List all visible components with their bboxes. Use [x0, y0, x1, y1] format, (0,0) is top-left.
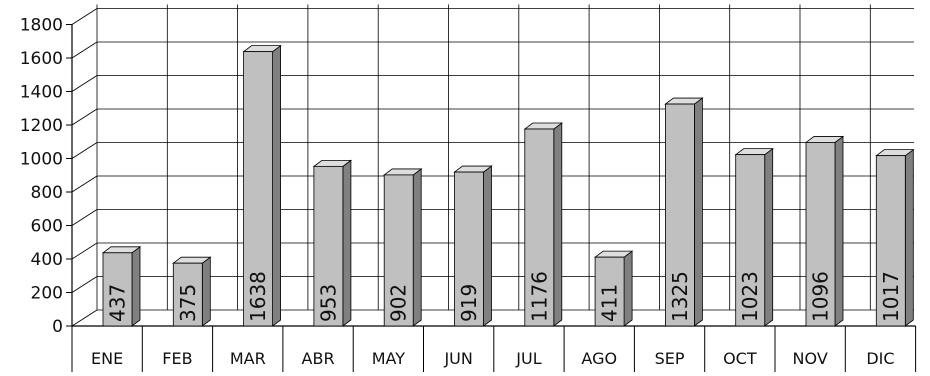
data-label: 1176: [527, 271, 551, 322]
bar-side: [272, 44, 282, 327]
y-tick-label: 1000: [20, 150, 63, 170]
chart-grid: [71, 4, 914, 327]
x-tick-label: ENE: [91, 349, 123, 368]
bar-side: [342, 159, 352, 327]
y-gridline-depth: [71, 309, 98, 327]
x-tick-label: NOV: [793, 349, 828, 368]
y-tick-label: 1200: [20, 116, 63, 136]
bar-side: [131, 246, 141, 327]
x-axis-tick-labels: ENE FEB MAR ABR MAY JUN JUL AGO SEP OCT NOV DIC: [91, 349, 895, 368]
y-axis-tick-labels: 0 200 400 600 800 1000 1200 1400 1600 1800: [20, 16, 63, 338]
x-tick-label: MAY: [372, 349, 406, 368]
bar-front: [594, 256, 625, 327]
bar-ene: 437: [101, 246, 142, 327]
y-tick-label: 800: [31, 183, 63, 203]
x-tick-label: DIC: [866, 349, 894, 368]
x-tick-label: JUL: [515, 349, 541, 368]
bar-front: [313, 165, 344, 327]
bar-front: [735, 154, 766, 327]
y-gridline-depth: [71, 242, 98, 260]
data-label: 375: [176, 284, 200, 322]
x-tick-label: SEP: [655, 349, 685, 368]
y-tick-label: 400: [31, 250, 63, 270]
bar-feb: 375: [172, 256, 212, 327]
x-tick-label: AGO: [581, 349, 617, 368]
chart-axes: [66, 24, 917, 372]
bar-side: [201, 256, 211, 327]
y-gridline-depth: [71, 108, 98, 126]
data-label: 1096: [809, 271, 833, 322]
y-gridline-depth: [71, 142, 98, 159]
bar-front: [875, 155, 906, 327]
data-label: 1638: [246, 271, 270, 322]
y-gridline-depth: [71, 75, 98, 92]
x-tick-label: ABR: [302, 349, 335, 368]
y-tick-label: 0: [52, 317, 63, 337]
bar-abr: 953: [312, 159, 353, 327]
x-tick-label: MAR: [230, 349, 266, 368]
data-label: 1023: [738, 271, 762, 322]
data-label: 953: [316, 284, 340, 322]
x-tick-label: FEB: [162, 349, 192, 368]
bar-oct: 1023: [734, 147, 774, 327]
bar-front: [102, 252, 133, 327]
bar-front: [172, 262, 203, 327]
data-label: 1325: [668, 271, 692, 322]
x-tick-label: OCT: [723, 349, 757, 368]
data-label: 1017: [879, 271, 903, 322]
bar-side: [553, 122, 563, 327]
data-label: 437: [106, 284, 130, 322]
y-gridline-depth: [71, 209, 98, 226]
bar-front: [454, 171, 484, 327]
x-tick-label: JUN: [443, 349, 472, 368]
bar-front: [383, 174, 414, 327]
bar-side: [483, 165, 492, 327]
chart-bars: 437 375 1638 953 902 919 1176 411 1325 1023 1096 10…: [101, 44, 915, 327]
bar-side: [412, 168, 422, 327]
bar-mar: 1638: [242, 44, 282, 327]
y-gridline-depth: [71, 41, 98, 59]
bar-side: [764, 147, 774, 327]
bar-dic: 1017: [875, 148, 915, 327]
data-label: 919: [457, 284, 481, 322]
bar-sep: 1325: [664, 97, 704, 327]
y-gridline-depth: [71, 8, 98, 25]
bar-jul: 1176: [523, 122, 563, 327]
bar-front: [243, 51, 274, 327]
bar-front: [665, 103, 695, 327]
bar-front: [805, 142, 836, 327]
data-label: 411: [598, 284, 622, 322]
y-tick-label: 1400: [20, 83, 63, 103]
y-gridline-depth: [71, 175, 98, 193]
bar-nov: 1096: [804, 135, 845, 327]
y-tick-label: 600: [31, 217, 63, 237]
y-tick-label: 200: [31, 284, 63, 304]
bar-jun: 919: [453, 165, 493, 327]
bar-may: 902: [383, 168, 423, 327]
bar-side: [694, 97, 703, 327]
data-label: 902: [387, 284, 411, 322]
bar-ago: 411: [593, 250, 634, 327]
bar-front: [524, 128, 555, 327]
y-gridline-depth: [71, 276, 98, 293]
bar-side: [834, 135, 844, 327]
bar-side: [623, 250, 633, 327]
y-tick-label: 1600: [20, 49, 63, 69]
y-tick-label: 1800: [20, 16, 63, 36]
bar-side: [904, 148, 914, 327]
